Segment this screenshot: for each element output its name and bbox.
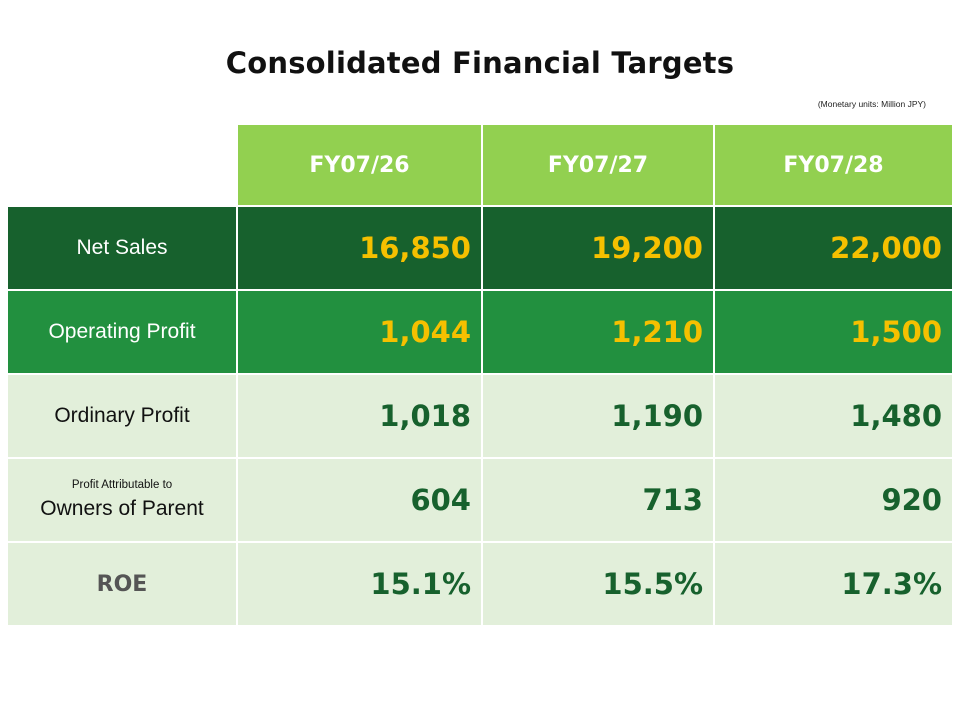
- row-label-operating-profit: Operating Profit: [6, 289, 238, 375]
- header-year-1: FY07/26: [236, 123, 483, 207]
- table-row-net-sales: Net Sales 16,850 19,200 22,000: [6, 205, 954, 291]
- operating-profit-fy2: 1,210: [481, 289, 715, 375]
- profit-attributable-fy1: 604: [236, 457, 483, 543]
- net-sales-fy1: 16,850: [236, 205, 483, 291]
- table-row-roe: ROE 15.1% 15.5% 17.3%: [6, 541, 954, 627]
- page-title: Consolidated Financial Targets: [225, 46, 735, 80]
- row-label-net-sales: Net Sales: [6, 205, 238, 291]
- roe-fy1: 15.1%: [236, 541, 483, 627]
- header-year-2: FY07/27: [481, 123, 715, 207]
- roe-fy2: 15.5%: [481, 541, 715, 627]
- table-row-ordinary-profit: Ordinary Profit 1,018 1,190 1,480: [6, 373, 954, 459]
- header-blank-cell: [6, 123, 238, 207]
- table-row-operating-profit: Operating Profit 1,044 1,210 1,500: [6, 289, 954, 375]
- ordinary-profit-fy3: 1,480: [713, 373, 954, 459]
- row-label-ordinary-profit: Ordinary Profit: [6, 373, 238, 459]
- roe-fy3: 17.3%: [713, 541, 954, 627]
- row-label-small: Profit Attributable to: [71, 479, 173, 491]
- ordinary-profit-fy1: 1,018: [236, 373, 483, 459]
- row-label-roe: ROE: [6, 541, 238, 627]
- table-header-row: FY07/26 FY07/27 FY07/28: [6, 123, 954, 207]
- row-label-main: Owners of Parent: [40, 497, 204, 520]
- table-row-profit-attributable: Profit Attributable to Owners of Parent …: [6, 457, 954, 543]
- profit-attributable-fy2: 713: [481, 457, 715, 543]
- ordinary-profit-fy2: 1,190: [481, 373, 715, 459]
- header-year-3: FY07/28: [713, 123, 954, 207]
- profit-attributable-fy3: 920: [713, 457, 954, 543]
- operating-profit-fy3: 1,500: [713, 289, 954, 375]
- operating-profit-fy1: 1,044: [236, 289, 483, 375]
- units-note: (Monetary units: Million JPY): [817, 99, 926, 109]
- net-sales-fy3: 22,000: [713, 205, 954, 291]
- net-sales-fy2: 19,200: [481, 205, 715, 291]
- financial-targets-table: FY07/26 FY07/27 FY07/28 Net Sales 16,850…: [6, 123, 954, 627]
- row-label-profit-attributable: Profit Attributable to Owners of Parent: [6, 457, 238, 543]
